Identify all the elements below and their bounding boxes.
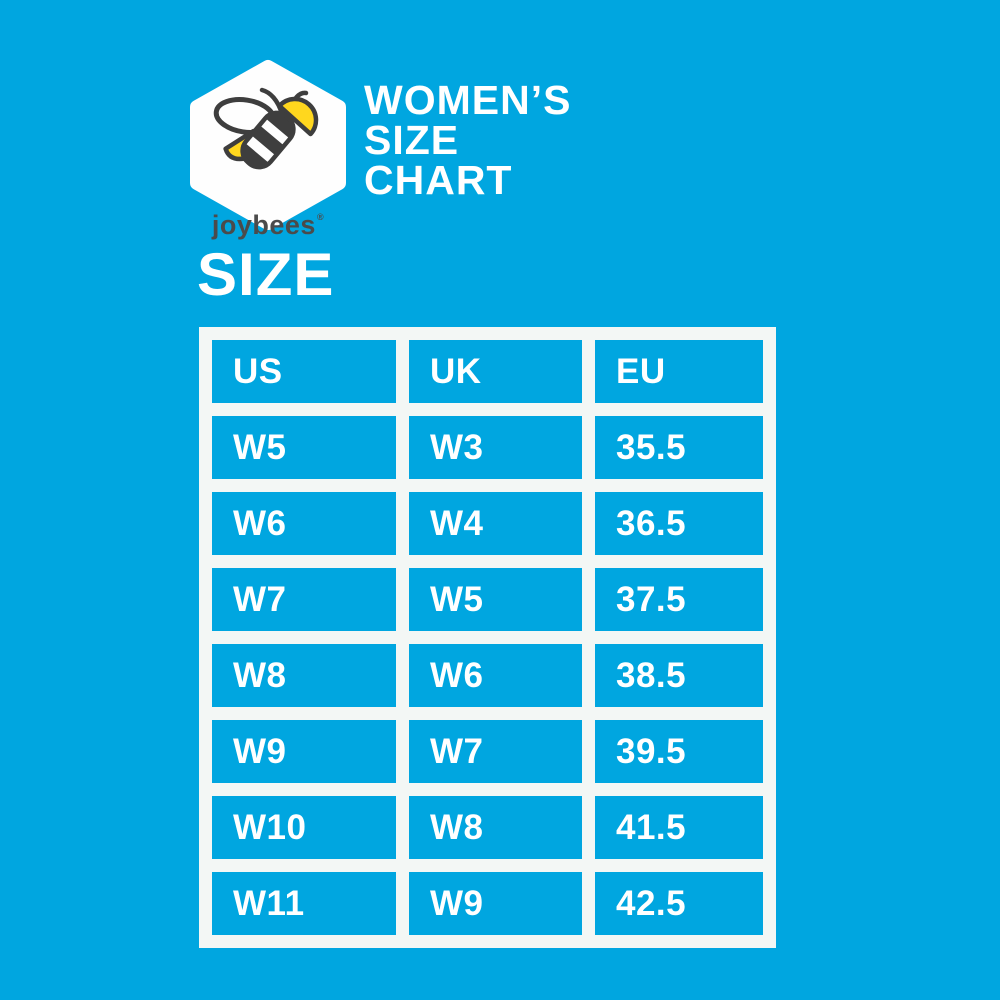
size-cell: W4 <box>409 492 582 555</box>
registered-mark: ® <box>316 212 325 222</box>
size-cell: W7 <box>212 568 396 631</box>
size-cell: W6 <box>212 492 396 555</box>
size-cell: 42.5 <box>595 872 763 935</box>
page-title: WOMEN’S SIZE CHART <box>364 77 572 203</box>
size-cell: 39.5 <box>595 720 763 783</box>
bee-wing-yellow-upper <box>277 96 319 137</box>
size-cell: W5 <box>409 568 582 631</box>
column-header-uk: UK <box>409 340 582 403</box>
size-cell: W9 <box>212 720 396 783</box>
column-header-us: US <box>212 340 396 403</box>
size-cell: W6 <box>409 644 582 707</box>
bee-antenna-left <box>259 87 285 117</box>
size-cell: W9 <box>409 872 582 935</box>
size-cell: W10 <box>212 796 396 859</box>
brand-wordmark: joybees® <box>183 210 353 241</box>
size-cell: 41.5 <box>595 796 763 859</box>
size-cell: W8 <box>212 644 396 707</box>
size-cell: W7 <box>409 720 582 783</box>
size-cell: 37.5 <box>595 568 763 631</box>
title-line-2: SIZE <box>364 117 460 163</box>
logo-hexagon-bee <box>190 60 346 230</box>
size-cell: W3 <box>409 416 582 479</box>
size-cell: 36.5 <box>595 492 763 555</box>
bee-body <box>236 106 300 174</box>
title-line-1: WOMEN’S <box>364 77 572 123</box>
size-cell: 35.5 <box>595 416 763 479</box>
size-heading: SIZE <box>197 241 335 308</box>
brand-name: joybees <box>211 210 316 240</box>
brand-logo: joybees® <box>183 58 353 240</box>
size-cell: W11 <box>212 872 396 935</box>
bee-icon <box>213 87 319 174</box>
size-cell: 38.5 <box>595 644 763 707</box>
size-cell: W5 <box>212 416 396 479</box>
column-header-eu: EU <box>595 340 763 403</box>
size-cell: W8 <box>409 796 582 859</box>
title-line-3: CHART <box>364 157 513 203</box>
size-table: US UK EU W5 W3 35.5 W6 W4 36.5 W7 W5 37.… <box>199 327 776 948</box>
